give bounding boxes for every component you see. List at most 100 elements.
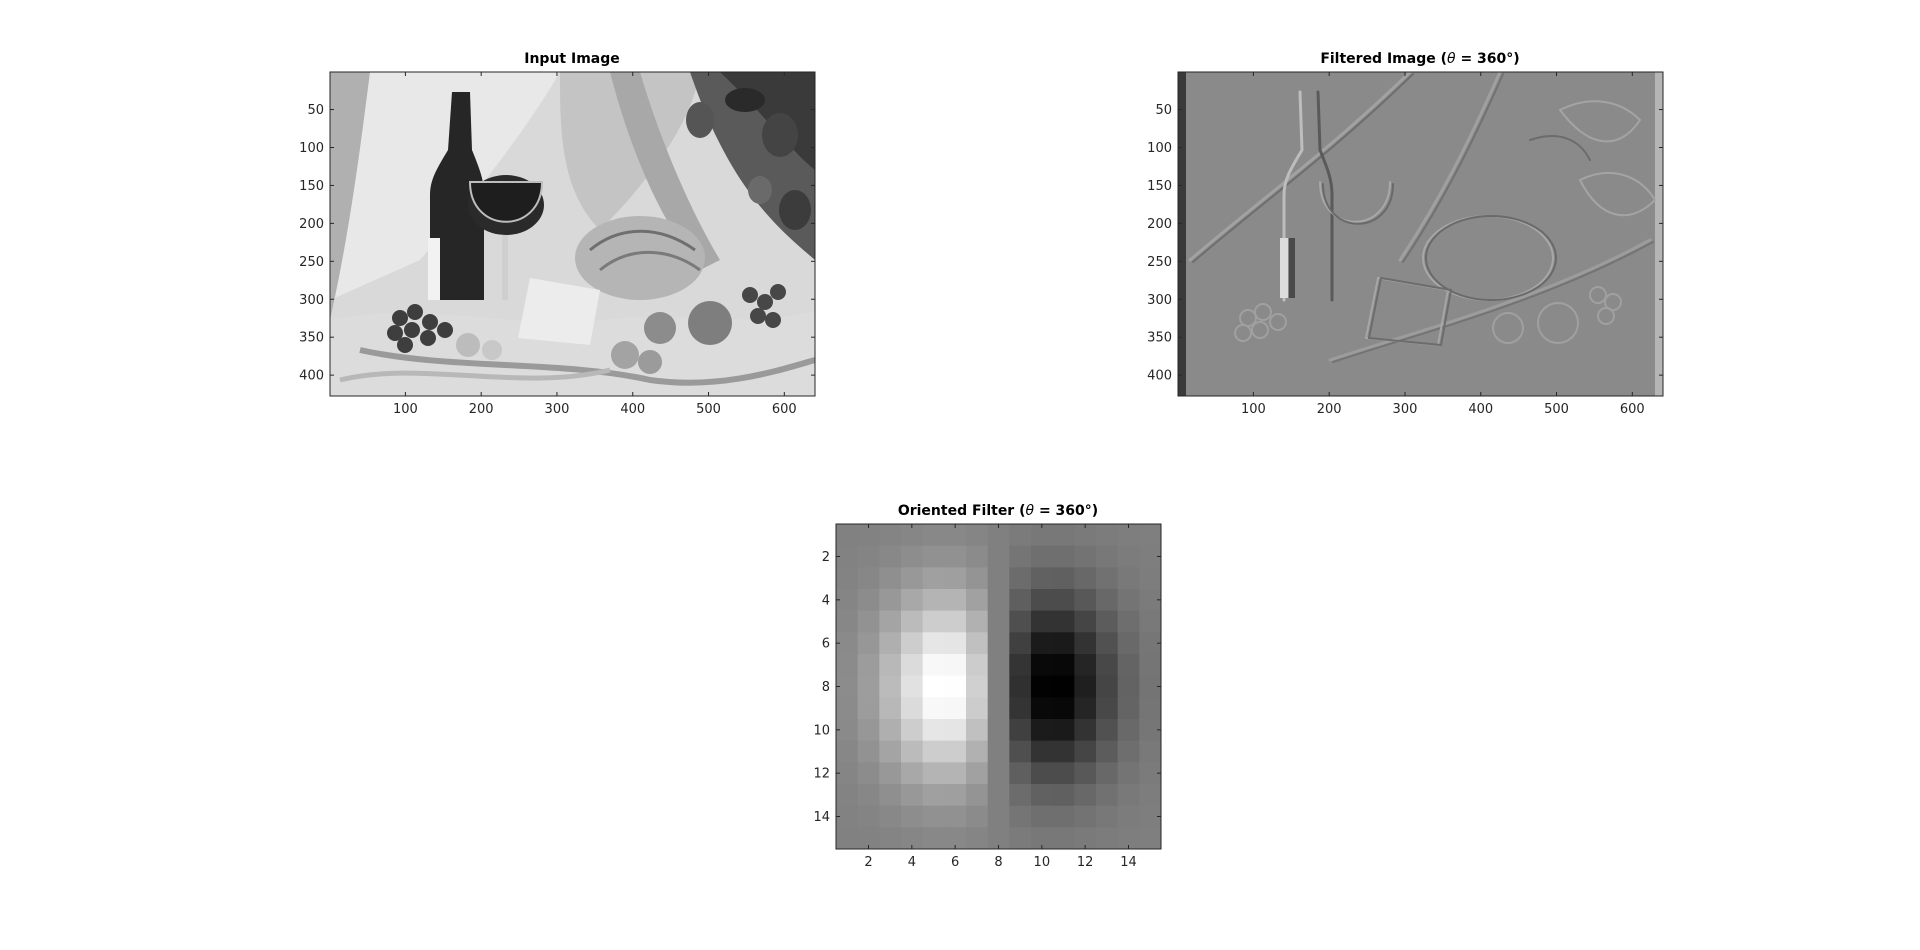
filter-cell xyxy=(1009,545,1032,568)
filter-cell xyxy=(922,827,945,850)
filter-cell xyxy=(857,545,880,568)
filter-cell xyxy=(1009,610,1032,633)
filter-cell xyxy=(1117,675,1140,698)
filter-cell xyxy=(1052,632,1075,655)
filter-cell xyxy=(901,762,924,785)
filtered-image-x-axis: 100 200 300 400 500 600 xyxy=(1241,72,1645,417)
filtered-image-y-tick-label: 300 xyxy=(1147,293,1172,308)
filter-cell xyxy=(1139,610,1162,633)
filter-cell xyxy=(1096,545,1119,568)
filter-cell xyxy=(1117,545,1140,568)
filter-cell xyxy=(1074,610,1097,633)
input-image-x-tick-label: 400 xyxy=(620,402,645,417)
filter-cell xyxy=(966,697,989,720)
input-image-y-tick-label: 400 xyxy=(299,369,324,384)
filter-cell xyxy=(1074,675,1097,698)
filter-cell xyxy=(1096,719,1119,742)
oriented-filter-y-tick-label: 6 xyxy=(822,637,830,652)
filter-cell xyxy=(966,784,989,807)
filter-cell xyxy=(944,632,967,655)
filter-cell xyxy=(901,567,924,590)
oriented-filter-x-tick-label: 14 xyxy=(1120,855,1137,870)
filter-cell xyxy=(922,524,945,547)
filter-cell xyxy=(879,589,902,612)
filter-cell xyxy=(1009,719,1032,742)
filter-cell xyxy=(944,784,967,807)
filter-cell xyxy=(1117,524,1140,547)
filter-cell xyxy=(966,632,989,655)
oriented-filter-title: Oriented Filter (θ = 360°) xyxy=(898,503,1098,519)
filter-cell xyxy=(1009,697,1032,720)
filter-cell xyxy=(1139,697,1162,720)
oriented-filter-x-tick-label: 2 xyxy=(864,855,872,870)
filter-cell xyxy=(879,805,902,828)
filter-cell xyxy=(1031,654,1054,677)
filter-cell xyxy=(966,675,989,698)
filter-cell xyxy=(857,524,880,547)
filter-cell xyxy=(836,610,859,633)
filter-cell xyxy=(1074,567,1097,590)
filter-cell xyxy=(857,610,880,633)
filter-cell xyxy=(1096,675,1119,698)
filter-cell xyxy=(879,675,902,698)
filter-cell xyxy=(901,719,924,742)
filter-cell xyxy=(987,697,1010,720)
input-image-y-tick-label: 200 xyxy=(299,217,324,232)
filter-cell xyxy=(1052,589,1075,612)
filter-cell xyxy=(836,784,859,807)
filter-cell xyxy=(1139,632,1162,655)
filter-cell xyxy=(1117,632,1140,655)
oriented-filter-heatmap xyxy=(836,524,1162,850)
filter-cell xyxy=(966,805,989,828)
filtered-image-y-tick-label: 100 xyxy=(1147,141,1172,156)
filter-cell xyxy=(1009,675,1032,698)
filter-cell xyxy=(922,719,945,742)
filter-cell xyxy=(1031,675,1054,698)
filter-cell xyxy=(901,632,924,655)
filter-cell xyxy=(1096,784,1119,807)
filter-cell xyxy=(1096,632,1119,655)
filter-cell xyxy=(1031,567,1054,590)
filter-cell xyxy=(1139,784,1162,807)
filter-cell xyxy=(879,784,902,807)
filter-cell xyxy=(1052,827,1075,850)
filter-cell xyxy=(857,697,880,720)
filtered-image-y-tick-label: 150 xyxy=(1147,179,1172,194)
filter-cell xyxy=(901,589,924,612)
filter-cell xyxy=(1139,675,1162,698)
input-image-x-tick-label: 200 xyxy=(469,402,494,417)
filter-cell xyxy=(1031,740,1054,763)
filter-cell xyxy=(1052,654,1075,677)
filter-cell xyxy=(922,654,945,677)
filter-cell xyxy=(879,697,902,720)
filter-cell xyxy=(1139,805,1162,828)
oriented-filter-y-tick-label: 8 xyxy=(822,680,830,695)
input-image-y-tick-label: 50 xyxy=(307,103,324,118)
filter-cell xyxy=(879,567,902,590)
filter-cell xyxy=(879,632,902,655)
filter-cell xyxy=(901,610,924,633)
filter-cell xyxy=(1139,654,1162,677)
filter-cell xyxy=(944,524,967,547)
filter-cell xyxy=(857,740,880,763)
filtered-image-title: Filtered Image (θ = 360°) xyxy=(1320,51,1519,67)
filter-cell xyxy=(879,719,902,742)
filter-cell xyxy=(1139,589,1162,612)
filtered-image-y-axis: 50 100 150 200 250 300 350 400 xyxy=(1147,103,1663,384)
input-image-y-tick-label: 100 xyxy=(299,141,324,156)
filter-cell xyxy=(1074,524,1097,547)
filter-cell xyxy=(944,740,967,763)
filter-cell xyxy=(1052,524,1075,547)
filter-cell xyxy=(836,632,859,655)
filter-cell xyxy=(857,784,880,807)
oriented-filter-y-tick-label: 14 xyxy=(813,810,830,825)
filter-cell xyxy=(1074,827,1097,850)
filter-cell xyxy=(1009,654,1032,677)
filter-cell xyxy=(1031,632,1054,655)
filter-cell xyxy=(1031,589,1054,612)
filter-cell xyxy=(1096,610,1119,633)
filter-cell xyxy=(1074,654,1097,677)
filter-cell xyxy=(1031,697,1054,720)
filter-cell xyxy=(966,719,989,742)
filter-cell xyxy=(1074,632,1097,655)
